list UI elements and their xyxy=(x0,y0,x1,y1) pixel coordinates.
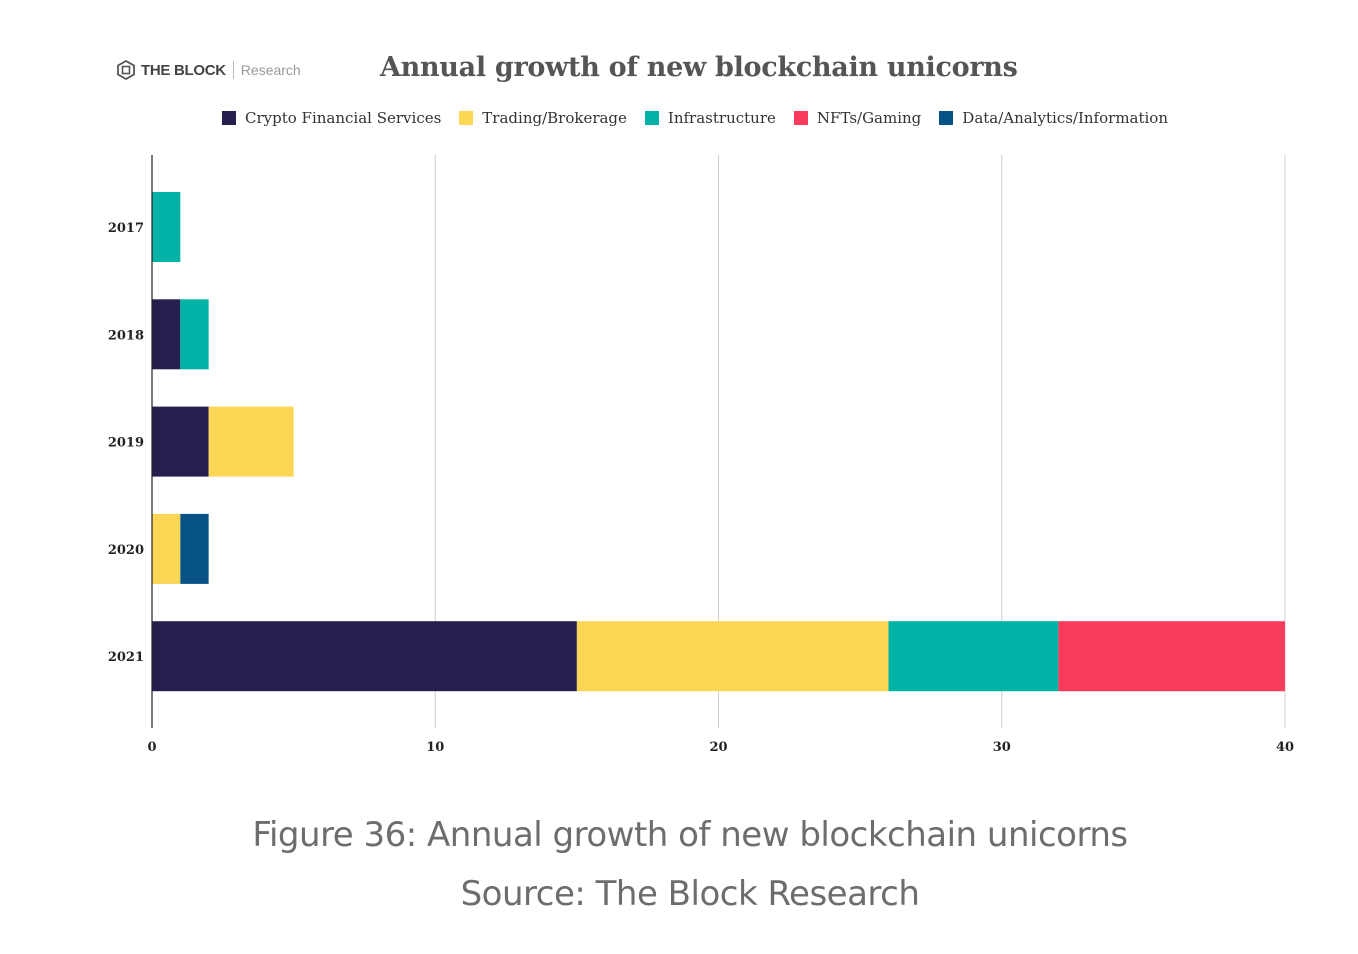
legend-label: NFTs/Gaming xyxy=(816,109,922,127)
logo-sub: Research xyxy=(240,62,301,78)
chart-legend: Crypto Financial Services Trading/Brokera… xyxy=(222,109,1168,127)
y-tick-label: 2021 xyxy=(108,650,144,665)
y-tick-label: 2018 xyxy=(108,328,144,343)
legend-label: Trading/Brokerage xyxy=(482,109,627,127)
bar-segment xyxy=(152,513,181,584)
x-tick-label: 40 xyxy=(1276,740,1294,755)
bar-segment xyxy=(888,621,1059,692)
bar-segment xyxy=(208,406,294,477)
legend-swatch xyxy=(459,111,474,125)
logo-divider xyxy=(232,61,234,79)
legend-label: Crypto Financial Services xyxy=(245,109,442,127)
bar-chart: 0 10 20 30 40 2017 2018 2019 2020 2021 xyxy=(108,155,1294,755)
figure-caption: Figure 36: Annual growth of new blockcha… xyxy=(252,815,1128,855)
legend-item: Crypto Financial Services xyxy=(222,109,441,127)
legend-label: Infrastructure xyxy=(667,109,776,127)
x-tick-label: 30 xyxy=(993,740,1011,755)
legend-swatch xyxy=(222,111,236,125)
chart-title: Annual growth of new blockchain unicorns xyxy=(380,52,1018,83)
y-tick-label: 2019 xyxy=(108,436,144,451)
legend-item: Data/Analytics/Information xyxy=(939,109,1168,127)
y-tick-label: 2017 xyxy=(108,221,144,236)
bar-segment xyxy=(152,192,181,262)
x-tick-label: 0 xyxy=(147,740,156,755)
figure-source: Source: The Block Research xyxy=(460,874,920,914)
bar-segment xyxy=(180,513,209,584)
legend-item: Trading/Brokerage xyxy=(459,109,627,127)
y-tick-label: 2020 xyxy=(108,543,144,558)
bar-segment xyxy=(576,621,889,692)
bar-segment xyxy=(152,299,181,370)
bar-segment xyxy=(180,299,209,370)
logo-brand: THE BLOCK xyxy=(141,61,226,79)
legend-swatch xyxy=(644,111,659,125)
bar-segment xyxy=(152,406,209,477)
legend-swatch xyxy=(939,111,954,125)
legend-item: NFTs/Gaming xyxy=(793,109,922,127)
legend-label: Data/Analytics/Information xyxy=(962,109,1168,127)
bar-segment xyxy=(152,621,577,692)
bar-segment xyxy=(1058,621,1285,692)
x-tick-label: 10 xyxy=(426,740,444,755)
legend-item: Infrastructure xyxy=(644,109,776,127)
cube-logo-icon xyxy=(117,60,135,80)
legend-swatch xyxy=(793,111,808,125)
x-tick-label: 20 xyxy=(709,740,727,755)
the-block-logo: THE BLOCK Research xyxy=(116,60,301,80)
